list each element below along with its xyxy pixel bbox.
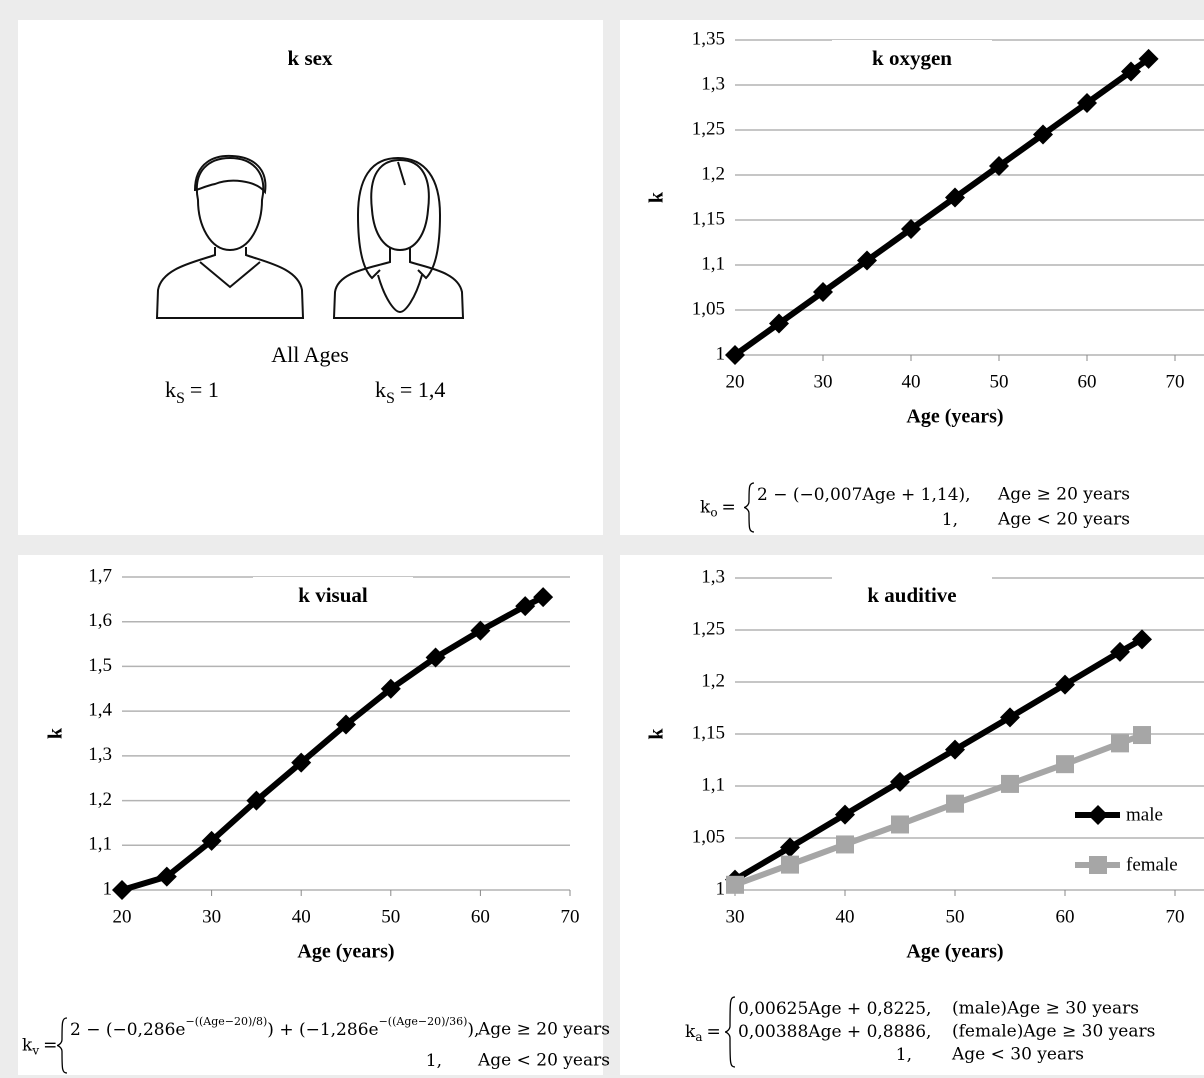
y-tick-label: 1,1 [88, 834, 112, 855]
chart-title: k oxygen [872, 46, 952, 70]
formula-part: 0,00388Age + 0,8886, [738, 1022, 931, 1042]
legend-label: female [1126, 854, 1178, 875]
marker [1111, 734, 1129, 752]
panel-title: k sex [288, 46, 333, 70]
chart-title: k visual [298, 583, 368, 607]
y-tick-label: 1 [716, 343, 726, 364]
formula-subscript: o [710, 505, 717, 519]
legend-label: male [1126, 804, 1163, 825]
formula-expression: 0,00625Age + 0,8225, [738, 999, 931, 1019]
marker [946, 795, 964, 813]
formula-condition: Age < 20 years [997, 510, 1130, 530]
formula-exponent: −((Age−20)/36) [379, 1015, 468, 1028]
figure: k sex All Ages kS= 1 kS= 1,4 11,051,11,1… [0, 0, 1204, 1078]
y-tick-label: 1,3 [88, 744, 112, 765]
x-tick-label: 70 [1166, 906, 1185, 927]
formula-condition: Age ≥ 20 years [997, 485, 1130, 505]
y-tick-label: 1,2 [88, 789, 112, 810]
y-tick-label: 1,2 [701, 670, 725, 691]
y-tick-label: 1,25 [692, 118, 725, 139]
x-tick-label: 30 [202, 906, 221, 927]
formula-condition: Age < 30 years [951, 1045, 1084, 1065]
x-axis-label: Age (years) [297, 941, 394, 963]
panel [18, 20, 603, 535]
formula-part: 1, [426, 1051, 442, 1071]
chart-title: k auditive [867, 583, 956, 607]
y-tick-label: 1,4 [88, 700, 112, 721]
formula-subscript: v [31, 1043, 39, 1057]
y-tick-label: 1,05 [692, 298, 725, 319]
marker [781, 856, 799, 874]
y-tick-label: 1,1 [701, 774, 725, 795]
y-tick-label: 1,5 [88, 655, 112, 676]
marker [1133, 726, 1151, 744]
x-tick-label: 70 [1166, 371, 1185, 392]
x-tick-label: 30 [726, 906, 745, 927]
y-tick-label: 1,2 [701, 163, 725, 184]
formula-part: 2 − (−0,286e [70, 1020, 185, 1040]
marker [1001, 775, 1019, 793]
x-tick-label: 50 [381, 906, 400, 927]
marker [726, 876, 744, 894]
y-tick-label: 1 [103, 878, 113, 899]
formula-equals: = [43, 1035, 57, 1055]
x-tick-label: 50 [946, 906, 965, 927]
x-tick-label: 60 [471, 906, 490, 927]
formula-part: 1, [896, 1045, 912, 1065]
x-tick-label: 40 [836, 906, 855, 927]
y-tick-label: 1,25 [692, 618, 725, 639]
y-tick-label: 1 [716, 878, 726, 899]
caption: All Ages [271, 342, 349, 367]
formula-condition: (female)Age ≥ 30 years [952, 1022, 1155, 1042]
x-tick-label: 60 [1078, 371, 1097, 392]
formula-part: 0,00625Age + 0,8225, [738, 999, 931, 1019]
y-tick-label: 1,35 [692, 28, 725, 49]
y-axis-label: k [646, 728, 668, 740]
x-tick-label: 30 [814, 371, 833, 392]
marker [891, 815, 909, 833]
y-tick-label: 1,1 [701, 253, 725, 274]
y-tick-label: 1,7 [88, 565, 112, 586]
x-tick-label: 60 [1056, 906, 1075, 927]
y-axis-label: k [45, 727, 67, 739]
formula-condition: (male)Age ≥ 30 years [952, 999, 1139, 1019]
formula-expression: 1, [426, 1051, 442, 1071]
formula-part: 2 − (−0,007Age + 1,14), [757, 485, 971, 505]
x-axis-label: Age (years) [906, 406, 1003, 428]
y-axis-label: k [646, 191, 668, 203]
x-axis-label: Age (years) [906, 941, 1003, 963]
y-tick-label: 1,3 [701, 566, 725, 587]
formula-part: 1, [942, 510, 958, 530]
formula-expression: 1, [942, 510, 958, 530]
formula-subscript: a [695, 1030, 702, 1044]
formula-exponent: −((Age−20)/8) [185, 1015, 267, 1028]
formula-condition: Age < 20 years [477, 1051, 610, 1071]
y-tick-label: 1,3 [701, 73, 725, 94]
legend-marker [1089, 856, 1107, 874]
formula-equals: = [722, 497, 736, 517]
panel [18, 555, 603, 1075]
x-tick-label: 20 [726, 371, 745, 392]
y-tick-label: 1,6 [88, 610, 112, 631]
formula-expression: 2 − (−0,007Age + 1,14), [757, 485, 971, 505]
x-tick-label: 70 [561, 906, 580, 927]
formula-part: ) + (−1,286e [267, 1020, 378, 1040]
x-tick-label: 40 [902, 371, 921, 392]
marker [836, 835, 854, 853]
formula-condition: Age ≥ 20 years [477, 1020, 610, 1040]
formula-expression: 1, [896, 1045, 912, 1065]
y-tick-label: 1,15 [692, 722, 725, 743]
y-tick-label: 1,05 [692, 826, 725, 847]
x-tick-label: 20 [113, 906, 132, 927]
x-tick-label: 50 [990, 371, 1009, 392]
formula-equals: = [706, 1022, 720, 1042]
x-tick-label: 40 [292, 906, 311, 927]
y-tick-label: 1,15 [692, 208, 725, 229]
marker [1056, 755, 1074, 773]
panel [620, 20, 1204, 535]
formula-expression: 0,00388Age + 0,8886, [738, 1022, 931, 1042]
